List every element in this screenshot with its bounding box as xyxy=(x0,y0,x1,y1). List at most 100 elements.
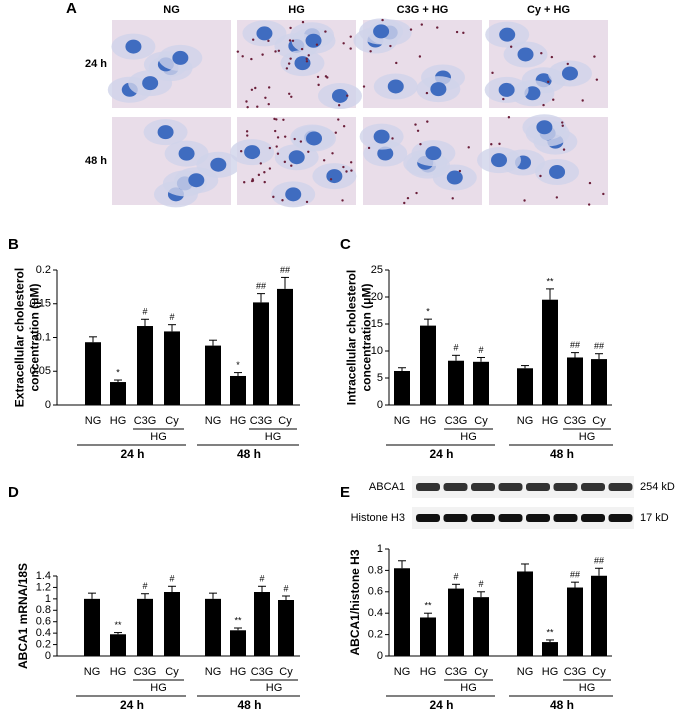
lipid-droplet xyxy=(301,20,305,24)
x-tick-label: HG xyxy=(110,666,127,678)
bar xyxy=(567,357,583,405)
x-tick-label: NG xyxy=(517,666,534,678)
lipid-droplet xyxy=(345,170,348,173)
significance: * xyxy=(236,360,240,370)
x-tick-label: C3G xyxy=(564,415,587,427)
column-header: HG xyxy=(288,4,305,16)
significance: * xyxy=(426,307,430,317)
lipid-droplet xyxy=(587,203,591,206)
y-tick-label: 0.1 xyxy=(36,331,51,343)
blot-band xyxy=(553,514,578,522)
y-tick-label: 1.4 xyxy=(36,570,51,582)
lipid-droplet xyxy=(317,83,320,87)
lipid-droplet xyxy=(414,123,417,126)
lipid-droplet xyxy=(254,86,257,90)
blot-size: 254 kD xyxy=(640,481,675,493)
bar xyxy=(420,325,436,405)
y-tick-label: 0.6 xyxy=(36,616,51,628)
x-tick-label: NG xyxy=(205,415,222,427)
lipid-droplet xyxy=(491,71,494,75)
y-axis-label: ABCA1/histone H3 xyxy=(348,549,362,655)
y-tick-label: 10 xyxy=(371,345,383,357)
lipid-droplet xyxy=(341,199,344,202)
lipid-droplet xyxy=(350,169,353,172)
group-label: 48 h xyxy=(237,447,261,461)
lipid-droplet xyxy=(305,200,309,204)
x-tick-label: C3G xyxy=(445,415,468,427)
lipid-droplet xyxy=(523,199,526,202)
lipid-droplet xyxy=(250,88,254,92)
y-tick-label: 0.2 xyxy=(36,264,51,276)
nucleus xyxy=(498,82,515,97)
lipid-droplet xyxy=(436,26,439,29)
bar xyxy=(137,326,153,405)
lipid-droplet xyxy=(290,164,293,167)
row-header: 48 h xyxy=(85,155,107,167)
column-header: C3G + HG xyxy=(397,4,449,16)
bar xyxy=(230,630,246,656)
blot-band xyxy=(608,514,633,522)
nucleus xyxy=(377,146,394,161)
lipid-droplet xyxy=(342,42,345,45)
nucleus xyxy=(373,129,390,144)
lipid-droplet xyxy=(322,159,326,162)
significance: ## xyxy=(256,281,266,291)
panel-label: C xyxy=(340,236,351,253)
x-tick-label: C3G xyxy=(250,415,273,427)
bar xyxy=(448,360,464,405)
x-tick-label: HG xyxy=(230,415,247,427)
lipid-droplet xyxy=(251,38,255,41)
lipid-droplet xyxy=(246,134,249,137)
x-tick-label: C3G xyxy=(251,666,274,678)
y-tick-label: 0.4 xyxy=(368,607,383,619)
bar xyxy=(591,359,607,405)
bar xyxy=(394,370,410,405)
lipid-droplet xyxy=(566,62,569,66)
x-tick-label: C3G xyxy=(134,666,157,678)
bar xyxy=(164,592,180,656)
nucleus xyxy=(210,157,227,172)
lipid-droplet xyxy=(349,161,353,164)
lipid-droplet xyxy=(416,129,420,132)
lipid-droplet xyxy=(268,146,272,150)
significance: ## xyxy=(280,265,290,275)
nucleus xyxy=(294,56,311,71)
lipid-droplet xyxy=(467,146,470,149)
bar xyxy=(205,345,221,405)
lipid-droplet xyxy=(462,31,465,35)
y-tick-label: 0.05 xyxy=(30,365,51,377)
lipid-droplet xyxy=(267,86,271,89)
lipid-droplet xyxy=(369,50,372,53)
bar xyxy=(253,302,269,405)
nucleus xyxy=(491,153,508,168)
lipid-droplet xyxy=(381,18,384,22)
lipid-droplet xyxy=(315,43,319,46)
lipid-droplet xyxy=(562,148,566,151)
y-tick-label: 0.6 xyxy=(368,586,383,598)
blot-band xyxy=(553,483,578,491)
nucleus xyxy=(285,187,302,202)
bar xyxy=(473,597,489,656)
lipid-droplet xyxy=(256,105,259,108)
y-tick-label: 0.2 xyxy=(36,638,51,650)
subgroup-label: HG xyxy=(579,431,596,443)
panel-label: B xyxy=(8,236,19,253)
lipid-droplet xyxy=(273,129,277,133)
lipid-droplet xyxy=(593,55,596,58)
lipid-droplet xyxy=(246,105,249,109)
lipid-droplet xyxy=(257,173,261,177)
y-axis-label: Intracellular cholesterol xyxy=(345,270,359,405)
lipid-droplet xyxy=(281,199,284,202)
lipid-droplet xyxy=(272,195,275,199)
lipid-droplet xyxy=(337,118,340,121)
group-label: 48 h xyxy=(237,698,261,709)
lipid-droplet xyxy=(275,118,278,121)
significance: ## xyxy=(594,556,604,566)
column-header: Cy + HG xyxy=(527,4,570,16)
significance: # xyxy=(142,307,147,317)
y-tick-label: 0 xyxy=(45,399,51,411)
bar xyxy=(85,342,101,405)
lipid-droplet xyxy=(362,85,366,88)
blot-band xyxy=(443,483,468,491)
